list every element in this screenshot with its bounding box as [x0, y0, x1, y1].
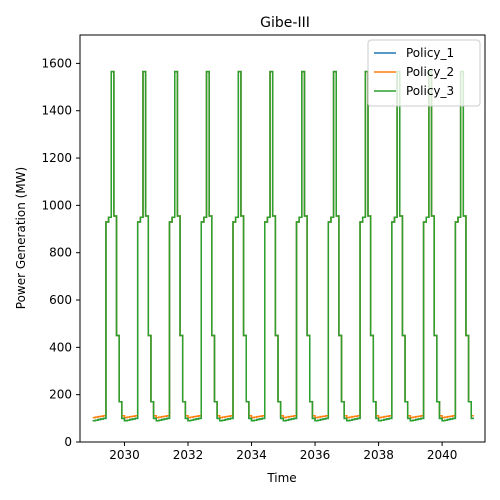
- y-tick-label: 1200: [41, 151, 72, 165]
- x-axis-label: Time: [266, 471, 296, 485]
- plot-frame: [79, 34, 486, 443]
- x-tick-label: 2032: [173, 448, 204, 462]
- y-tick-label: 200: [49, 388, 72, 402]
- series-line-policy-3: [92, 70, 474, 422]
- legend-label: Policy_2: [406, 65, 454, 79]
- series-group: [92, 70, 474, 422]
- plot-area: [79, 34, 486, 443]
- x-tick-label: 2036: [300, 448, 331, 462]
- y-axis: 0 200 400 600 800 1000 1200 1400 1600: [41, 56, 80, 449]
- x-tick-label: 2038: [363, 448, 394, 462]
- y-tick-label: 1400: [41, 104, 72, 118]
- y-tick-label: 1000: [41, 198, 72, 212]
- y-tick-label: 600: [49, 293, 72, 307]
- y-axis-label: Power Generation (MW): [14, 167, 28, 309]
- y-tick-label: 800: [49, 246, 72, 260]
- x-axis: 2030 2032 2034 2036 2038 2040: [109, 442, 457, 462]
- legend-label: Policy_1: [406, 46, 454, 60]
- legend: Policy_1 Policy_2 Policy_3: [367, 39, 481, 107]
- series-line-policy-1: [92, 70, 474, 422]
- series-line-policy-2: [92, 70, 474, 419]
- y-tick-label: 400: [49, 340, 72, 354]
- legend-box: [367, 39, 481, 107]
- y-tick-label: 0: [64, 435, 72, 449]
- legend-label: Policy_3: [406, 84, 454, 98]
- x-tick-label: 2030: [109, 448, 140, 462]
- y-tick-label: 1600: [41, 56, 72, 70]
- chart-title: Gibe-III: [260, 15, 310, 31]
- x-tick-label: 2034: [236, 448, 267, 462]
- x-tick-label: 2040: [427, 448, 458, 462]
